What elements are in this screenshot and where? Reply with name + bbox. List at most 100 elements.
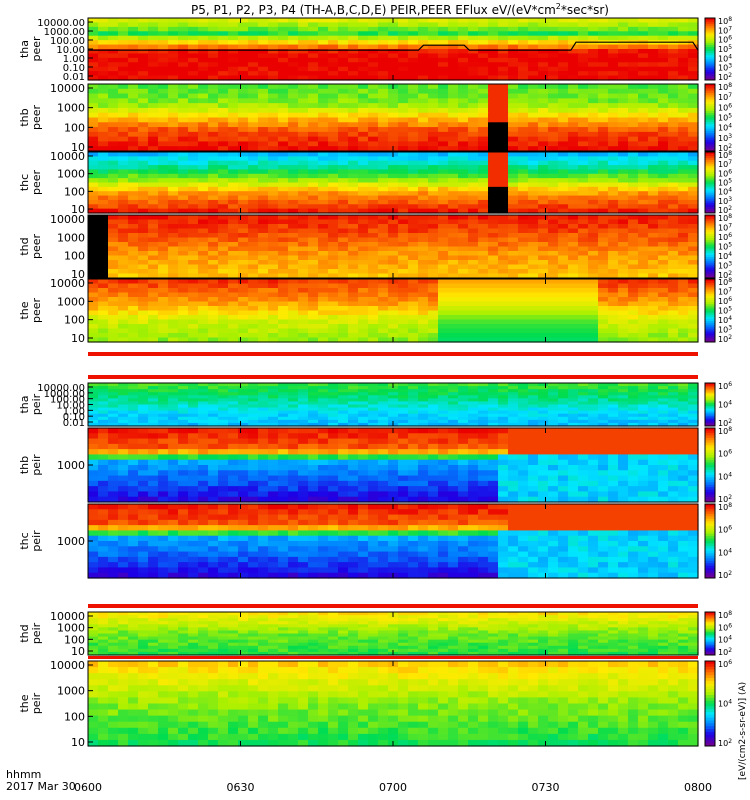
colorbar-tick-label: 107 <box>718 287 732 297</box>
y-tick-label: 1000 <box>57 622 85 635</box>
y-tick-label: 10 <box>71 332 85 345</box>
colorbar-tick-label: 107 <box>718 159 732 169</box>
colorbar-tick-label: 102 <box>718 738 732 748</box>
y-tick-label: 10000 <box>50 213 85 226</box>
panel-species-label: peir <box>30 454 43 476</box>
colorbar-tick-label: 102 <box>718 418 732 428</box>
y-tick-label: 100 <box>64 710 85 723</box>
colorbar: 102 104 106 <box>704 659 732 748</box>
y-tick-label: 0.01 <box>63 72 85 83</box>
y-tick-label: 0.10 <box>63 63 85 74</box>
colorbar-tick-label: 105 <box>718 113 732 123</box>
y-tick-label: 100 <box>64 314 85 327</box>
panel-thb-peir: 1000 thb peir 102 104 106 108 <box>18 426 732 504</box>
colorbar-tick-label: 105 <box>718 306 732 316</box>
colorbar-tick-label: 102 <box>718 270 732 280</box>
colorbar-tick-label: 106 <box>718 296 732 306</box>
panel-the-peer: 10000 1000 100 10 the peer 1021031041051061071… <box>18 277 732 345</box>
colorbar-tick-label: 107 <box>718 223 732 233</box>
colorbar-tick-label: 106 <box>718 622 732 632</box>
colorbar-tick-label: 107 <box>718 92 732 102</box>
colorbar-tick-label: 106 <box>718 102 732 112</box>
colorbar-tick-label: 103 <box>718 196 732 206</box>
colorbar: 102 104 106 108 <box>704 610 732 657</box>
y-tick-label: 0.10 <box>63 412 85 423</box>
colorbar-tick-label: 106 <box>718 659 732 669</box>
colorbar-tick-label: 108 <box>718 82 732 92</box>
y-tick-label: 1.00 <box>63 54 85 65</box>
colorbar-tick-label: 106 <box>718 381 732 391</box>
colorbar-units-title: [eV/(cm2-s-sr-eV)] (A) <box>738 682 748 780</box>
colorbar-tick-label: 104 <box>718 547 732 557</box>
colorbar-tick-label: 105 <box>718 242 732 252</box>
title-text-end: *sec*sr) <box>560 3 609 17</box>
colorbar-tick-label: 108 <box>718 426 732 436</box>
panel-probe-label: the <box>18 301 31 319</box>
time-format-label: hhmm <box>6 768 42 781</box>
panel-probe-label: thd <box>18 237 31 255</box>
colorbar-tick-label: 102 <box>718 334 732 344</box>
y-tick-label: 10000 <box>50 659 85 672</box>
x-tick-label: 0630 <box>226 781 255 794</box>
colorbar-tick-label: 108 <box>718 16 732 26</box>
colorbar-tick-label: 103 <box>718 325 732 335</box>
colorbar-tick-label: 102 <box>718 570 732 580</box>
panel-thb-peer: 10000 1000 100 10 thb peer 1021031041051061071… <box>18 82 732 154</box>
colorbar-tick-label: 104 <box>718 187 732 197</box>
colorbar-tick-label: 102 <box>718 494 732 504</box>
colorbar-tick-label: 108 <box>718 502 732 512</box>
colorbar-tick-label: 106 <box>718 35 732 45</box>
colorbar-tick-label: 105 <box>718 44 732 54</box>
gap-band <box>88 375 698 379</box>
panel-thc-peir: 1000 thc peir 102 104 106 108 <box>18 502 732 580</box>
y-tick-label: 100 <box>64 185 85 198</box>
panel-probe-label: thd <box>18 624 31 642</box>
colorbar-tick-label: 102 <box>718 647 732 657</box>
y-tick-label: 100 <box>64 121 85 134</box>
panel-species-label: peer <box>30 170 43 196</box>
y-tick-label: 10.00 <box>56 45 85 56</box>
gap-band <box>88 352 698 356</box>
figure-title: P5, P1, P2, P3, P4 (TH-A,B,C,D,E) PEIR,P… <box>160 2 640 17</box>
y-tick-label: 10 <box>71 203 85 216</box>
panel-species-label: peir <box>30 393 43 415</box>
colorbar-tick-label: 106 <box>718 232 732 242</box>
x-tick-label: 0700 <box>379 781 407 794</box>
title-text: P5, P1, P2, P3, P4 (TH-A,B,C,D,E) PEIR,P… <box>191 3 556 17</box>
colorbar-tick-label: 103 <box>718 63 732 73</box>
colorbar-tick-label: 104 <box>718 400 732 410</box>
y-tick-label: 10 <box>71 736 85 749</box>
colorbar-tick-label: 102 <box>718 72 732 82</box>
y-tick-label: 10 <box>71 268 85 281</box>
colorbar-tick-label: 104 <box>718 471 732 481</box>
panel-probe-label: the <box>18 694 31 712</box>
colorbar-tick-label: 103 <box>718 133 732 143</box>
y-tick-label: 1000 <box>57 231 85 244</box>
y-tick-label: 10000 <box>50 277 85 290</box>
colorbar-tick-label: 104 <box>718 123 732 133</box>
colorbar-tick-label: 104 <box>718 251 732 261</box>
colorbar-tick-label: 108 <box>718 277 732 287</box>
y-tick-label: 10000 <box>50 82 85 95</box>
colorbar-tick-label: 103 <box>718 261 732 271</box>
y-tick-label: 10000.00 <box>37 18 85 29</box>
date-label: 2017 Mar 30 <box>6 780 76 793</box>
x-tick-label: 0730 <box>531 781 560 794</box>
y-tick-label: 1000 <box>57 685 85 698</box>
panel-probe-label: thc <box>18 532 31 549</box>
x-tick-label: 0600 <box>74 781 102 794</box>
panel-species-label: peer <box>30 36 43 62</box>
panel-species-label: peer <box>30 298 43 324</box>
panel-probe-label: tha <box>18 40 31 58</box>
y-tick-label: 1000 <box>57 295 85 308</box>
colorbar-tick-label: 105 <box>718 178 732 188</box>
y-tick-label: 10 <box>71 141 85 154</box>
